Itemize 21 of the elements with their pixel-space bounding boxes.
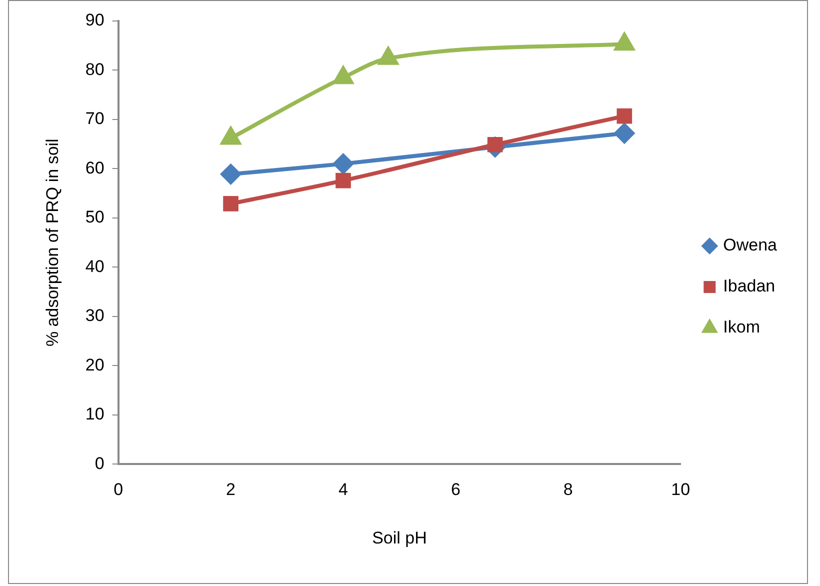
x-tick-label: 8	[563, 480, 573, 500]
legend-label: Ikom	[723, 318, 760, 337]
y-tick-label: 20	[85, 355, 104, 374]
x-tick-label: 0	[114, 480, 124, 500]
y-tick-label: 40	[85, 256, 104, 276]
x-tick-label: 2	[226, 480, 236, 500]
y-tick-label: 80	[85, 60, 104, 79]
y-tick-label: 30	[85, 306, 104, 326]
y-tick-label: 90	[85, 10, 104, 30]
x-tick-label: 10	[671, 480, 690, 500]
y-tick-label: 10	[85, 404, 104, 424]
x-tick-label: 6	[450, 480, 460, 500]
y-tick-label: 0	[94, 454, 104, 473]
y-tick-label: 60	[85, 158, 104, 178]
legend-label: Owena	[723, 236, 778, 255]
y-axis-title: % adsorption of PRQ in soil	[42, 138, 62, 347]
x-axis-title: Soil pH	[372, 528, 427, 548]
y-tick-label: 70	[85, 109, 104, 128]
x-tick-label: 4	[338, 480, 348, 500]
legend-label: Ibadan	[723, 276, 776, 296]
y-tick-label: 50	[85, 208, 104, 227]
